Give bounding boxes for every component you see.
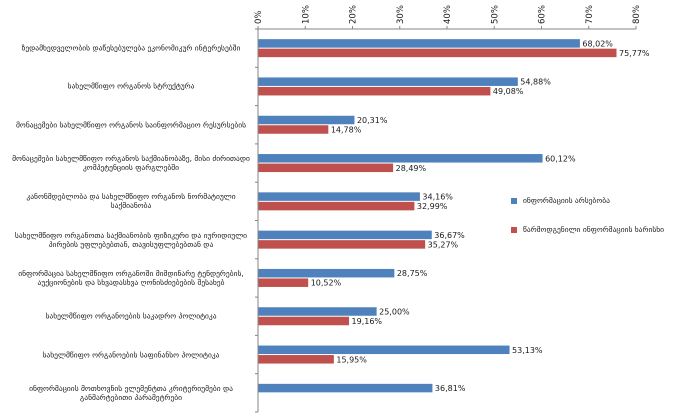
data-label: 35,27%	[428, 240, 459, 249]
data-label: 19,16%	[352, 317, 383, 326]
data-label: 10,52%	[311, 279, 342, 288]
category-label: ინფორმაცია სახელმწიფო ორგანოში მიმდინარე…	[18, 268, 244, 287]
legend-item: ინფორმაციის არსებობა	[511, 196, 610, 205]
category-label: მონაცემები სახელმწიფო ორგანოს საინფორმაც…	[16, 120, 246, 130]
bar-quality	[258, 86, 491, 96]
bar-quality	[258, 240, 426, 249]
bar-availability	[258, 307, 377, 316]
data-label: 28,49%	[396, 164, 427, 173]
legend-item: წარმოდგენილი ინფორმაციის ხარისხი	[511, 225, 664, 234]
legend-swatch	[511, 226, 517, 233]
data-label: 36,67%	[434, 231, 465, 240]
x-tick-label: 30%	[396, 5, 406, 24]
category-label: სახელმწიფო ორგანოს სტრუქტურა	[67, 81, 195, 91]
bar-availability	[258, 154, 543, 163]
data-label: 68,02%	[582, 39, 613, 48]
x-tick-label: 0%	[254, 11, 264, 25]
bar-quality	[258, 355, 334, 364]
bar-availability	[258, 115, 355, 125]
bar-quality	[258, 201, 415, 211]
x-tick-label: 60%	[538, 5, 548, 24]
bar-availability	[258, 192, 420, 201]
bar-quality	[258, 163, 394, 173]
x-tick-label: 10%	[301, 5, 311, 24]
legend-label: ინფორმაციის არსებობა	[523, 196, 610, 205]
data-label: 20,31%	[357, 116, 388, 125]
bar-availability	[258, 268, 395, 278]
category-label: სახელმწიფო ორგანოების საკადრო პოლიტიკა	[45, 311, 217, 321]
legend-label: წარმოდგენილი ინფორმაციის ხარისხი	[523, 225, 665, 234]
category-label: მონაცემები სახელმწიფო ორგანოს საქმიანობა…	[12, 154, 250, 173]
bar-availability	[258, 230, 432, 240]
x-tick-label: 70%	[585, 5, 595, 24]
legend-swatch	[511, 197, 517, 204]
category-label: ინფორმაციის მოთხოვნის ელემენტთა კრიტერიუ…	[29, 383, 233, 402]
data-label: 34,16%	[422, 193, 453, 202]
data-label: 53,13%	[512, 346, 543, 355]
bar-availability	[258, 383, 433, 393]
data-label: 15,95%	[336, 355, 367, 364]
bar-availability	[258, 345, 510, 355]
x-tick-label: 20%	[349, 5, 359, 24]
x-tick-label: 50%	[490, 5, 500, 24]
data-label: 25,00%	[379, 308, 410, 317]
data-label: 49,08%	[493, 87, 524, 96]
category-label: ზედამხედველობის დაწესებულება ეკონომიკურ …	[21, 43, 241, 53]
bar-quality	[258, 125, 329, 134]
data-label: 28,75%	[397, 269, 428, 278]
x-tick-label: 80%	[632, 5, 642, 24]
data-label: 60,12%	[545, 154, 576, 163]
category-label: კანონმდებლობა და სახელმწიფო ორგანოს ნორმ…	[26, 192, 236, 211]
category-label: სახელმწიფო ორგანოების საფინანსო პოლიტიკა	[42, 350, 220, 360]
x-tick-label: 40%	[443, 5, 453, 24]
data-label: 14,78%	[331, 126, 362, 135]
data-label: 54,88%	[520, 78, 551, 87]
bar-availability	[258, 39, 580, 48]
data-label: 32,99%	[417, 202, 448, 211]
data-label: 36,81%	[435, 384, 466, 393]
data-label: 75,77%	[619, 49, 650, 58]
bar-quality	[258, 316, 350, 326]
bar-availability	[258, 77, 518, 86]
bar-quality	[258, 48, 617, 58]
bar-quality	[258, 278, 309, 287]
category-label: სახელმწიფო ორგანოთა საქმიანობის ფიზიკური…	[14, 230, 248, 249]
